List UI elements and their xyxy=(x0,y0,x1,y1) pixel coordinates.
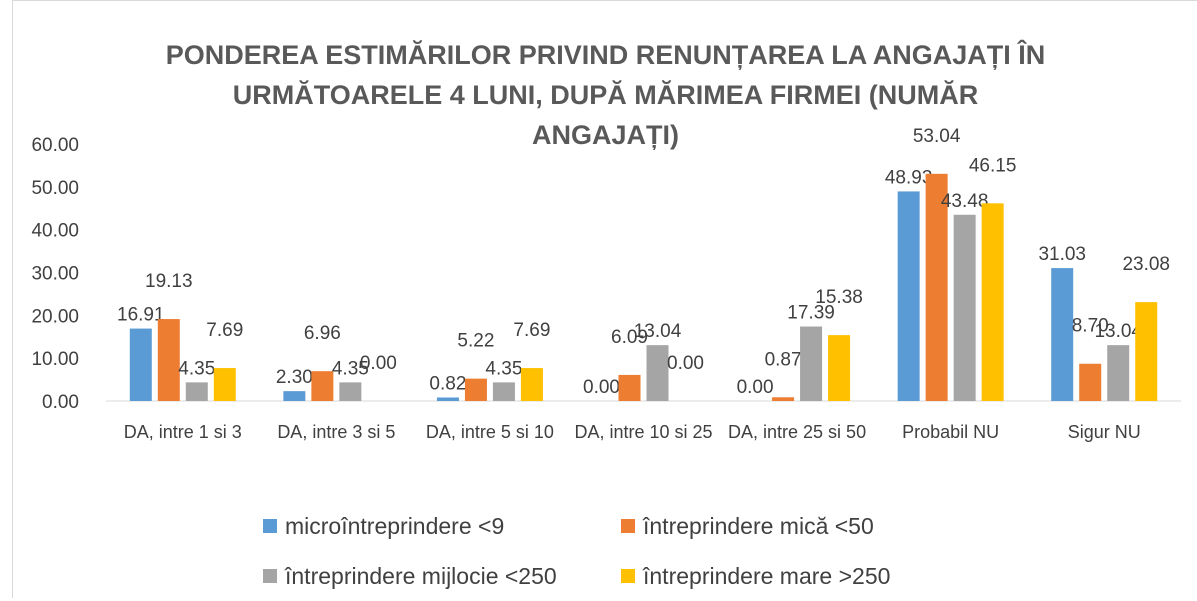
y-tick-label: 20.00 xyxy=(31,306,79,327)
data-label: 2.30 xyxy=(276,367,313,388)
y-tick-label: 0.00 xyxy=(42,392,79,413)
bar xyxy=(1107,345,1130,401)
bar xyxy=(520,368,543,401)
data-label: 0.00 xyxy=(667,353,704,374)
bar xyxy=(618,374,641,401)
data-label: 0.00 xyxy=(583,377,620,398)
data-label: 5.22 xyxy=(457,331,494,352)
data-label: 16.91 xyxy=(117,305,165,326)
data-label: 43.48 xyxy=(941,191,989,212)
data-label: 0.87 xyxy=(765,349,802,370)
data-label: 48.93 xyxy=(885,167,933,188)
data-label: 0.00 xyxy=(737,377,774,398)
bar xyxy=(436,397,459,401)
y-tick-label: 50.00 xyxy=(31,178,79,199)
bar xyxy=(213,368,236,401)
legend-swatch xyxy=(621,519,635,533)
bar xyxy=(464,378,487,401)
data-label: 4.35 xyxy=(332,358,369,379)
bar xyxy=(283,391,306,401)
data-label: 8.70 xyxy=(1072,316,1109,337)
plot: 0.00 10.00 20.00 30.00 40.00 50.00 60.00 16.91 1… xyxy=(31,126,1181,413)
bar xyxy=(1135,302,1158,401)
x-tick-label: Probabil NU xyxy=(902,422,1000,442)
y-tick-label: 30.00 xyxy=(31,264,79,285)
data-label: 4.35 xyxy=(178,358,215,379)
bar xyxy=(772,397,795,401)
data-label: 46.15 xyxy=(969,155,1017,176)
bar xyxy=(1079,363,1102,401)
legend-label: întreprindere mijlocie <250 xyxy=(285,562,557,589)
bar xyxy=(129,328,152,401)
bar xyxy=(1051,268,1074,401)
bar xyxy=(800,326,823,401)
x-tick-label: DA, intre 25 si 50 xyxy=(728,422,867,442)
x-tick-label: DA, intre 5 si 10 xyxy=(425,422,554,442)
legend-item: întreprindere mare >250 xyxy=(611,551,969,601)
y-tick-label: 10.00 xyxy=(31,349,79,370)
bar xyxy=(981,203,1004,401)
bar xyxy=(185,382,208,401)
data-label: 0.00 xyxy=(360,353,397,374)
data-label: 19.13 xyxy=(145,271,193,292)
x-tick-label: DA, intre 1 si 3 xyxy=(123,422,242,442)
legend-item: microîntreprindere <9 xyxy=(253,501,611,551)
legend-item: întreprindere mică <50 xyxy=(611,501,969,551)
data-label: 17.39 xyxy=(787,303,835,324)
data-label: 23.08 xyxy=(1122,254,1170,275)
data-label: 7.69 xyxy=(206,320,243,341)
chart: PONDEREA ESTIMĂRILOR PRIVIND RENUNȚAREA … xyxy=(12,0,1197,598)
legend-swatch xyxy=(263,569,277,583)
bar xyxy=(311,371,334,401)
data-label: 6.96 xyxy=(304,323,341,344)
legend-label: întreprindere mare >250 xyxy=(643,562,891,589)
bar xyxy=(953,214,976,401)
legend-swatch xyxy=(263,519,277,533)
x-tick-label: Sigur NU xyxy=(1067,422,1141,442)
chart-title: PONDEREA ESTIMĂRILOR PRIVIND RENUNȚAREA … xyxy=(165,40,1046,150)
data-label: 7.69 xyxy=(513,320,550,341)
legend-label: întreprindere mică <50 xyxy=(643,512,874,539)
bar xyxy=(828,335,851,401)
x-tick-label: DA, intre 10 si 25 xyxy=(574,422,713,442)
data-label: 0.82 xyxy=(429,373,466,394)
bar xyxy=(157,319,180,401)
data-label: 53.04 xyxy=(913,126,961,147)
legend-label: microîntreprindere <9 xyxy=(285,512,505,539)
legend-swatch xyxy=(621,569,635,583)
bar xyxy=(339,382,362,401)
y-tick-label: 40.00 xyxy=(31,221,79,242)
data-label: 31.03 xyxy=(1038,244,1086,265)
data-label: 4.35 xyxy=(485,358,522,379)
bar xyxy=(897,191,920,401)
bar xyxy=(925,173,948,401)
legend: microîntreprindere <9 întreprindere mică … xyxy=(253,501,973,601)
data-label: 15.38 xyxy=(815,287,863,308)
data-label: 6.09 xyxy=(611,327,648,348)
y-tick-label: 60.00 xyxy=(31,135,79,156)
data-label: 13.04 xyxy=(634,321,682,342)
bar xyxy=(646,345,669,401)
bar xyxy=(492,382,515,401)
data-label: 13.04 xyxy=(1094,321,1142,342)
legend-item: întreprindere mijlocie <250 xyxy=(253,551,611,601)
x-tick-label: DA, intre 3 si 5 xyxy=(277,422,396,442)
